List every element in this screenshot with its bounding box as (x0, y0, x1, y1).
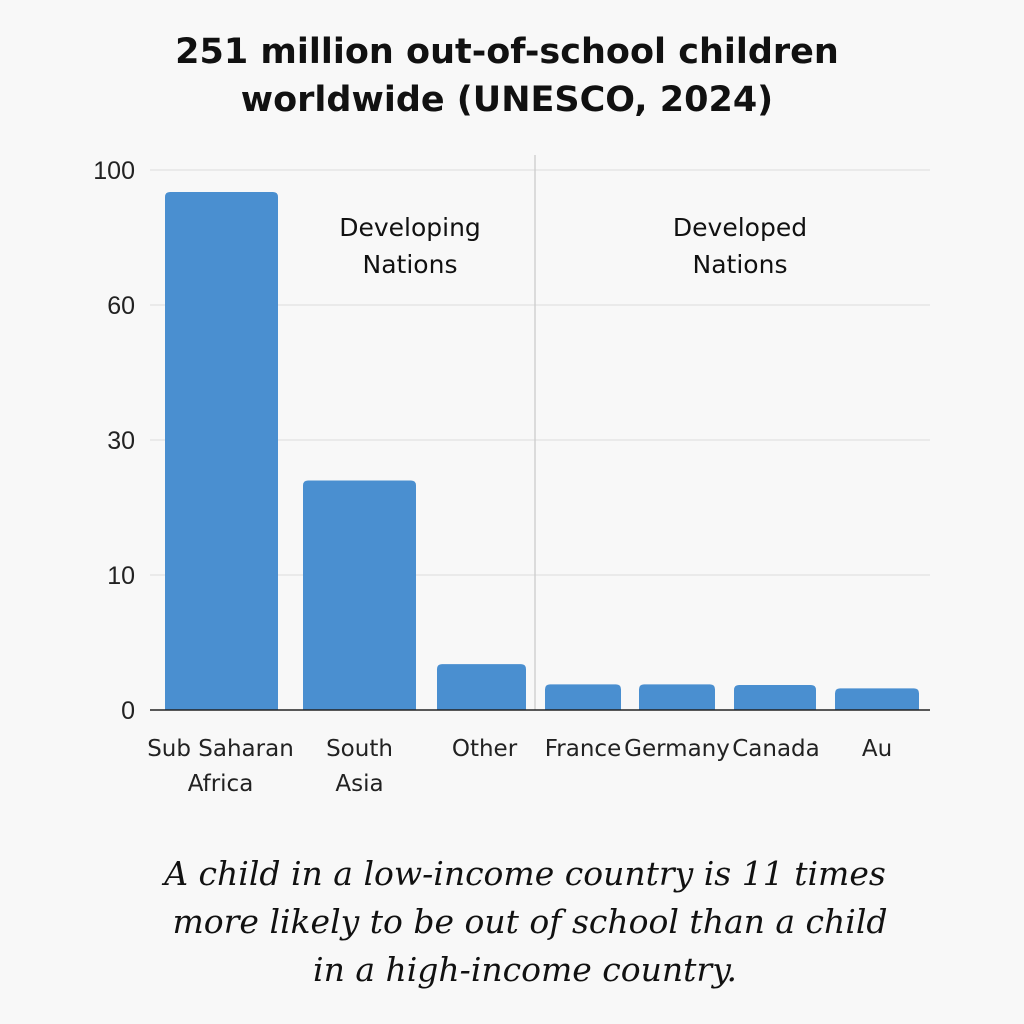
bar (835, 688, 919, 710)
bar (639, 684, 715, 710)
chart-title: 251 million out-of-school children world… (0, 28, 1014, 124)
y-tick-label: 100 (93, 157, 135, 185)
bar (165, 191, 278, 710)
group-label: Nations (363, 250, 458, 279)
group-label: Developed (673, 213, 807, 242)
x-tick-label: Au (862, 736, 892, 762)
x-tick-label: Africa (188, 771, 254, 797)
bar (437, 664, 526, 710)
x-tick-label: South (326, 736, 393, 762)
x-tick-label: Germany (624, 736, 730, 762)
chart-title-line: worldwide (UNESCO, 2024) (240, 80, 774, 120)
footnote-line: in a high-income country. (313, 950, 737, 989)
footnote-line: more likely to be out of school than a c… (172, 902, 888, 941)
chart-title-line: 251 million out-of-school children (175, 32, 839, 72)
bar (734, 685, 816, 710)
x-tick-label: Asia (335, 771, 383, 797)
x-tick-label: Sub Saharan (147, 736, 294, 762)
y-tick-label: 60 (107, 292, 135, 320)
y-tick-label: 0 (121, 697, 135, 725)
group-label: Nations (693, 250, 788, 279)
y-tick-label: 30 (107, 427, 135, 455)
x-tick-label: Other (452, 736, 518, 762)
x-tick-label: Canada (732, 736, 820, 762)
x-tick-label: France (545, 736, 621, 762)
bar (545, 684, 621, 710)
footnote: A child in a low-income country is 11 ti… (0, 850, 1024, 994)
group-label: Developing (339, 213, 481, 242)
footnote-line: A child in a low-income country is 11 ti… (164, 854, 886, 893)
bar (303, 480, 416, 710)
y-tick-label: 10 (107, 562, 135, 590)
